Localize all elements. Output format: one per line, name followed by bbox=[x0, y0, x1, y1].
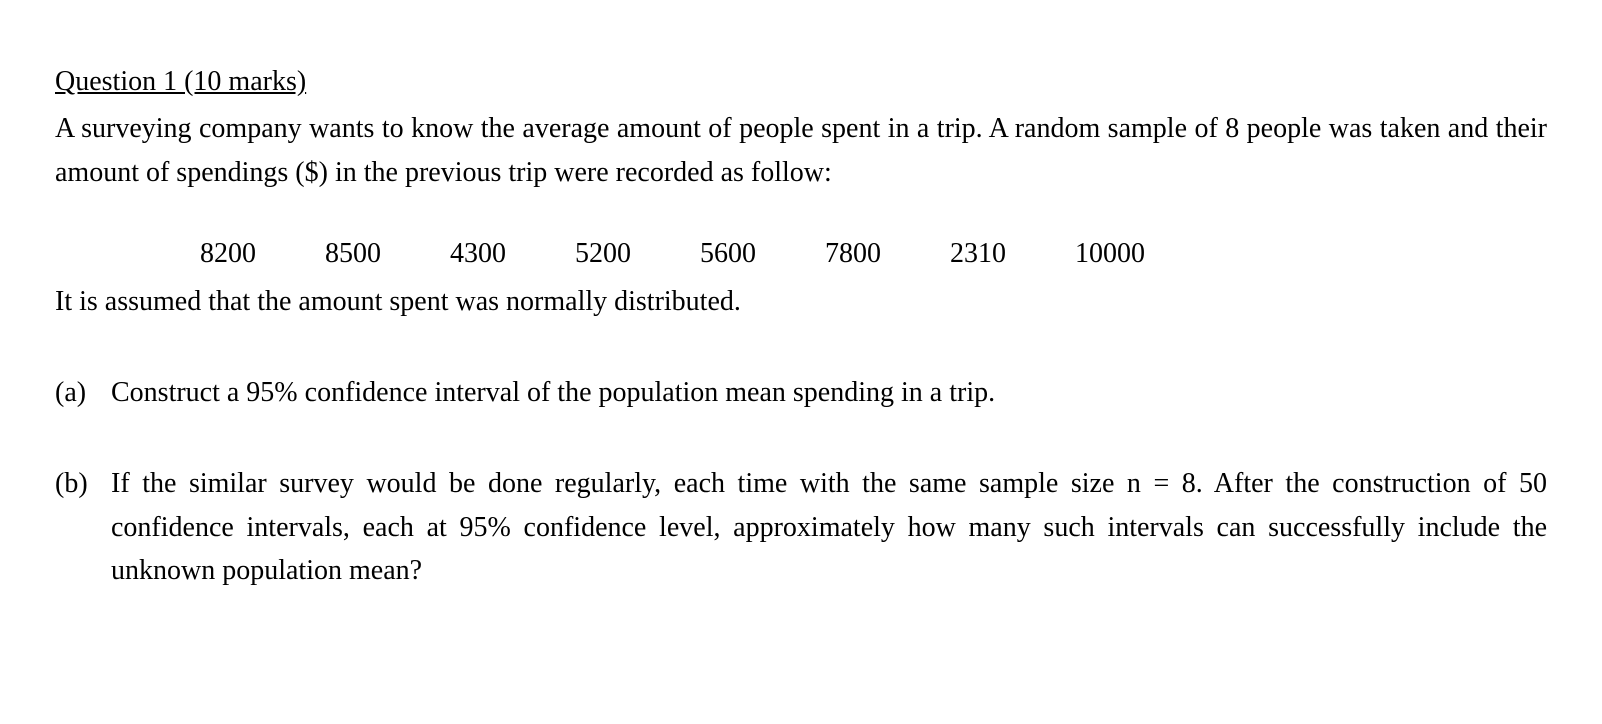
data-values-row: 8200 8500 4300 5200 5600 7800 2310 10000 bbox=[55, 232, 1547, 275]
data-value: 8500 bbox=[325, 232, 381, 275]
data-value: 5600 bbox=[700, 232, 756, 275]
part-a-label: (a) bbox=[55, 371, 111, 414]
assumption-text: It is assumed that the amount spent was … bbox=[55, 280, 1547, 323]
data-value: 5200 bbox=[575, 232, 631, 275]
part-a: (a) Construct a 95% confidence interval … bbox=[55, 371, 1547, 414]
part-b-text: If the similar survey would be done regu… bbox=[111, 462, 1547, 592]
question-intro: A surveying company wants to know the av… bbox=[55, 107, 1547, 194]
part-b-label: (b) bbox=[55, 462, 111, 592]
data-value: 10000 bbox=[1075, 232, 1145, 275]
data-value: 4300 bbox=[450, 232, 506, 275]
data-value: 8200 bbox=[200, 232, 256, 275]
part-b: (b) If the similar survey would be done … bbox=[55, 462, 1547, 592]
question-title: Question 1 (10 marks) bbox=[55, 60, 1547, 103]
data-value: 2310 bbox=[950, 232, 1006, 275]
data-value: 7800 bbox=[825, 232, 881, 275]
part-a-text: Construct a 95% confidence interval of t… bbox=[111, 371, 1547, 414]
